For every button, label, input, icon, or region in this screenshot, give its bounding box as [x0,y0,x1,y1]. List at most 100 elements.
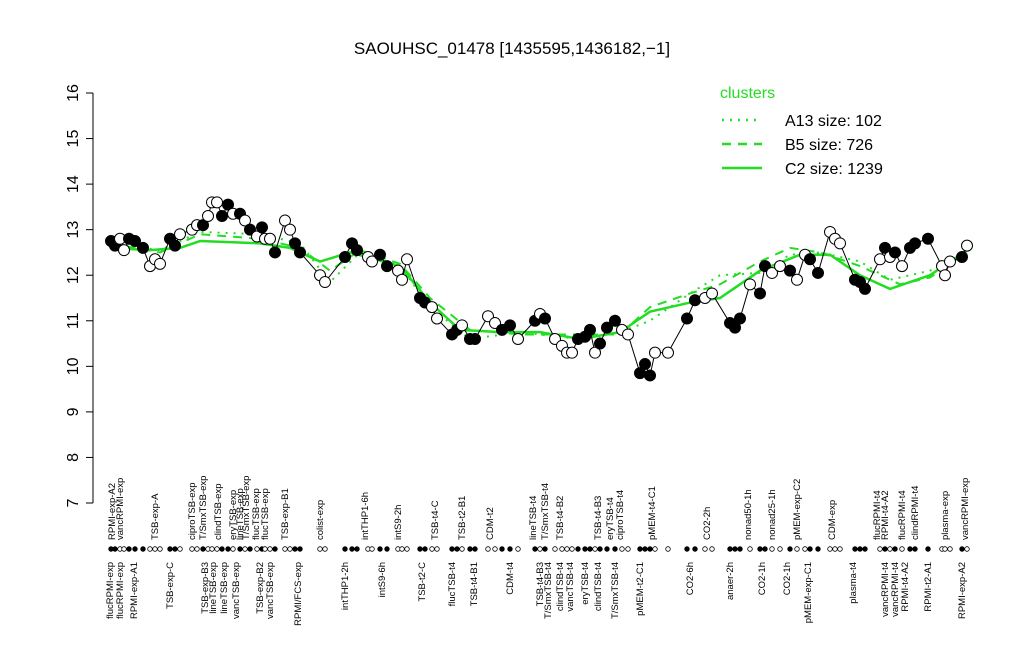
sample-point [622,328,634,341]
rug-mark [637,546,643,552]
rug-mark [815,546,821,552]
sample-point [339,251,351,263]
rug-mark [377,546,383,552]
sample-point [381,260,393,273]
top-sample-label: CDM-t2 [485,507,496,540]
sample-point [944,255,956,268]
top-sample-label: T/SmxTSB-exp [241,476,252,540]
rug-mark [172,546,178,552]
rug-mark [597,546,603,552]
rug-mark [892,546,898,552]
bottom-sample-label: TSB-t4-B3 [535,562,546,606]
sample-point [539,312,551,325]
legend-title: clusters [720,85,775,102]
bottom-sample-label: clindTSB-t4 [593,562,604,611]
rug-mark [709,546,715,552]
sample-point [922,232,934,245]
sample-point [681,312,693,325]
rug-mark [802,546,808,552]
rug-mark [287,546,293,552]
rug-mark [532,546,538,552]
bottom-sample-label: anaer-2h [725,562,736,600]
bottom-sample-label: CO2-6h [685,562,696,595]
rug-mark [254,546,260,552]
rug-mark [964,546,970,552]
y-tick-label: 14 [65,175,82,193]
bottom-sample-label: clindTSB-t4 [555,562,566,611]
rug-mark [404,546,410,552]
rug-mark [449,546,455,552]
rug-mark [625,546,631,552]
sample-point [469,333,481,345]
top-sample-label: flucTSB-exp [260,488,271,540]
bottom-sample-label: vancTSB-exp [231,562,242,619]
top-sample-label: vancRPMI-exp [115,478,126,540]
sample-point [426,301,438,314]
rug-mark [737,546,743,552]
rug-mark [619,546,625,552]
top-sample-label: eryTSB-exp [228,490,239,540]
bottom-sample-label: RPMI-t2-A1 [923,562,934,612]
rug-mark [877,546,883,552]
top-sample-label: nonad50-1h [743,489,754,540]
sample-point [956,251,968,263]
sample-point [284,223,296,236]
sample-point [734,312,746,325]
top-sample-label: pMEM-exp-C2 [792,479,803,540]
bottom-sample-label: CDM-t4 [505,562,516,595]
rug-mark [147,546,153,552]
cluster-line [109,230,968,341]
top-sample-label: nonad25-1h [767,489,778,540]
rug-mark [857,546,863,552]
cluster-line [109,239,968,341]
rug-mark [230,546,236,552]
rug-mark [582,546,588,552]
sample-point [859,282,871,295]
rug-mark [485,546,491,552]
bottom-sample-label: pMEM-exp-C1 [803,562,814,623]
sample-point [644,369,656,382]
top-sample-label: T/SmxTSB-exp [198,476,209,540]
top-sample-label: intS9-2h [393,505,404,540]
sample-point [774,260,786,273]
rug-mark [121,546,127,552]
sample-point [804,253,816,266]
rug-mark [219,546,225,552]
bottom-sample-label: vancTSB-t4 [565,562,576,612]
sample-point [584,323,596,336]
rug-mark [515,546,521,552]
rug-mark [384,546,390,552]
top-sample-label: flucTSB-exp [251,488,262,540]
sample-point [374,248,386,261]
bottom-sample-label: vancTSB-exp [265,562,276,619]
sample-point [512,333,524,345]
bottom-sample-label: intS9-6h [377,562,388,597]
bottom-sample-label: intTHP1-2h [340,562,351,610]
y-tick-label: 13 [65,221,82,239]
top-sample-label: ciproTSB-exp [187,482,198,540]
rug-mark [747,546,753,552]
rug-mark [652,546,658,552]
bottom-sample-label: plasma-t4 [848,562,859,604]
sample-point [744,278,756,291]
bottom-sample-label: RPMI-t4-A2 [900,562,911,612]
rug-mark [349,546,355,552]
top-sample-label: lineTSB-exp [235,488,246,540]
sample-point [649,346,661,359]
rug-mark [297,546,303,552]
rug-mark [200,546,206,552]
rug-mark [907,546,913,552]
rug-mark [732,546,738,552]
rug-mark [887,546,893,552]
bottom-sample-label: TSB-t4-B1 [469,562,480,606]
rug-mark [472,546,478,552]
rug-mark [862,546,868,552]
bottom-sample-label: TSB-t2-C [417,562,428,602]
sample-point [216,210,228,222]
sample-point [601,321,613,334]
rug-mark [322,546,328,552]
rug-mark [422,546,428,552]
rug-mark [564,546,570,552]
rug-mark [126,546,132,552]
